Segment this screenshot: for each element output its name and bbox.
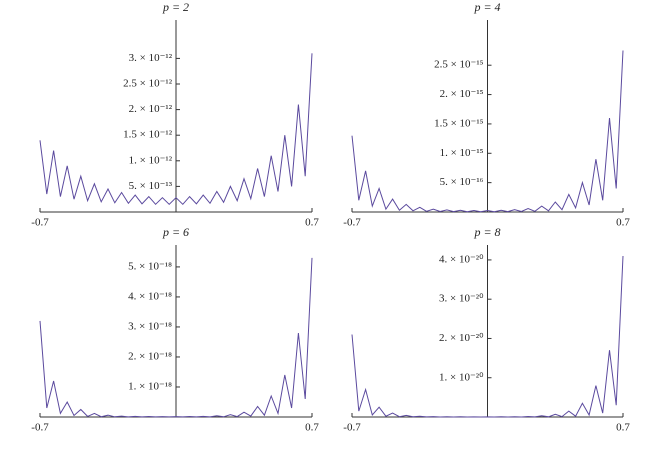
y-tick-label: 2. × 10⁻¹⁵ [440, 88, 484, 100]
y-tick-label: 4. × 10⁻²⁰ [439, 253, 484, 265]
x-tick-label: -0.7 [343, 422, 361, 434]
x-tick-label: -0.7 [31, 217, 49, 229]
y-tick-label: 5. × 10⁻¹⁶ [440, 176, 484, 188]
x-tick-label: -0.7 [343, 217, 361, 229]
data-line [39, 257, 313, 418]
chart-title: p = 6 [162, 225, 189, 239]
y-tick-label: 2.5 × 10⁻¹² [123, 78, 173, 90]
data-line [39, 53, 313, 206]
y-tick-label: 3. × 10⁻¹² [129, 52, 173, 64]
chart-title: p = 4 [473, 0, 500, 14]
y-tick-label: 5. × 10⁻¹³ [129, 180, 173, 192]
y-tick-label: 1.5 × 10⁻¹⁵ [434, 117, 484, 129]
y-tick-label: 2. × 10⁻¹⁸ [128, 350, 172, 362]
y-tick-label: 4. × 10⁻¹⁸ [128, 290, 172, 302]
y-tick-label: 1. × 10⁻¹² [129, 154, 173, 166]
y-tick-label: 1. × 10⁻¹⁸ [128, 381, 172, 393]
y-tick-label: 1. × 10⁻²⁰ [439, 371, 484, 383]
x-tick-label: 0.7 [305, 217, 319, 229]
y-tick-label: 5. × 10⁻¹⁸ [128, 260, 172, 272]
y-tick-label: 3. × 10⁻¹⁸ [128, 320, 172, 332]
y-tick-label: 2.5 × 10⁻¹⁵ [434, 59, 484, 71]
y-tick-label: 1.5 × 10⁻¹² [123, 129, 173, 141]
x-tick-label: -0.7 [31, 422, 49, 434]
data-line [351, 50, 624, 213]
x-tick-label: 0.7 [616, 422, 630, 434]
chart-title: p = 8 [473, 225, 500, 239]
y-tick-label: 1. × 10⁻¹⁵ [440, 147, 484, 159]
y-tick-label: 2. × 10⁻¹² [129, 103, 173, 115]
chart-title: p = 2 [162, 0, 189, 14]
x-tick-label: 0.7 [616, 217, 630, 229]
y-tick-label: 3. × 10⁻²⁰ [439, 293, 484, 305]
x-tick-label: 0.7 [305, 422, 319, 434]
data-line [351, 255, 624, 418]
y-tick-label: 2. × 10⁻²⁰ [439, 332, 484, 344]
